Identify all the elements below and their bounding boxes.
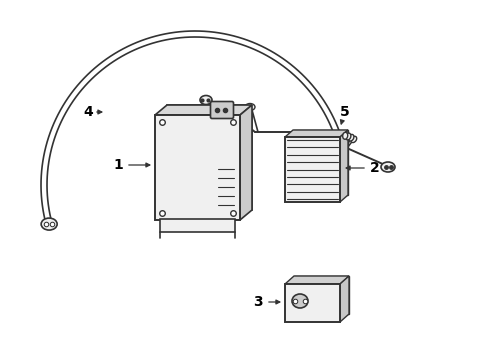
FancyBboxPatch shape xyxy=(160,219,235,232)
Polygon shape xyxy=(285,130,348,137)
Polygon shape xyxy=(340,276,349,322)
FancyBboxPatch shape xyxy=(211,102,234,118)
FancyBboxPatch shape xyxy=(155,115,240,220)
Text: 2: 2 xyxy=(370,161,380,175)
FancyBboxPatch shape xyxy=(285,137,340,202)
Ellipse shape xyxy=(343,132,348,139)
Polygon shape xyxy=(340,130,348,202)
Ellipse shape xyxy=(41,218,57,230)
Text: 1: 1 xyxy=(113,158,123,172)
Ellipse shape xyxy=(381,162,395,172)
Ellipse shape xyxy=(348,134,354,141)
Ellipse shape xyxy=(351,136,357,143)
Text: 5: 5 xyxy=(340,105,350,119)
Text: 3: 3 xyxy=(253,295,263,309)
Text: 4: 4 xyxy=(83,105,93,119)
Polygon shape xyxy=(240,105,252,220)
Ellipse shape xyxy=(292,294,308,308)
Polygon shape xyxy=(294,276,349,314)
Polygon shape xyxy=(293,130,348,195)
Ellipse shape xyxy=(345,133,351,140)
Ellipse shape xyxy=(200,95,212,104)
Polygon shape xyxy=(167,105,252,210)
Polygon shape xyxy=(285,276,349,284)
FancyBboxPatch shape xyxy=(285,284,340,322)
Polygon shape xyxy=(155,105,252,115)
Ellipse shape xyxy=(245,104,255,111)
